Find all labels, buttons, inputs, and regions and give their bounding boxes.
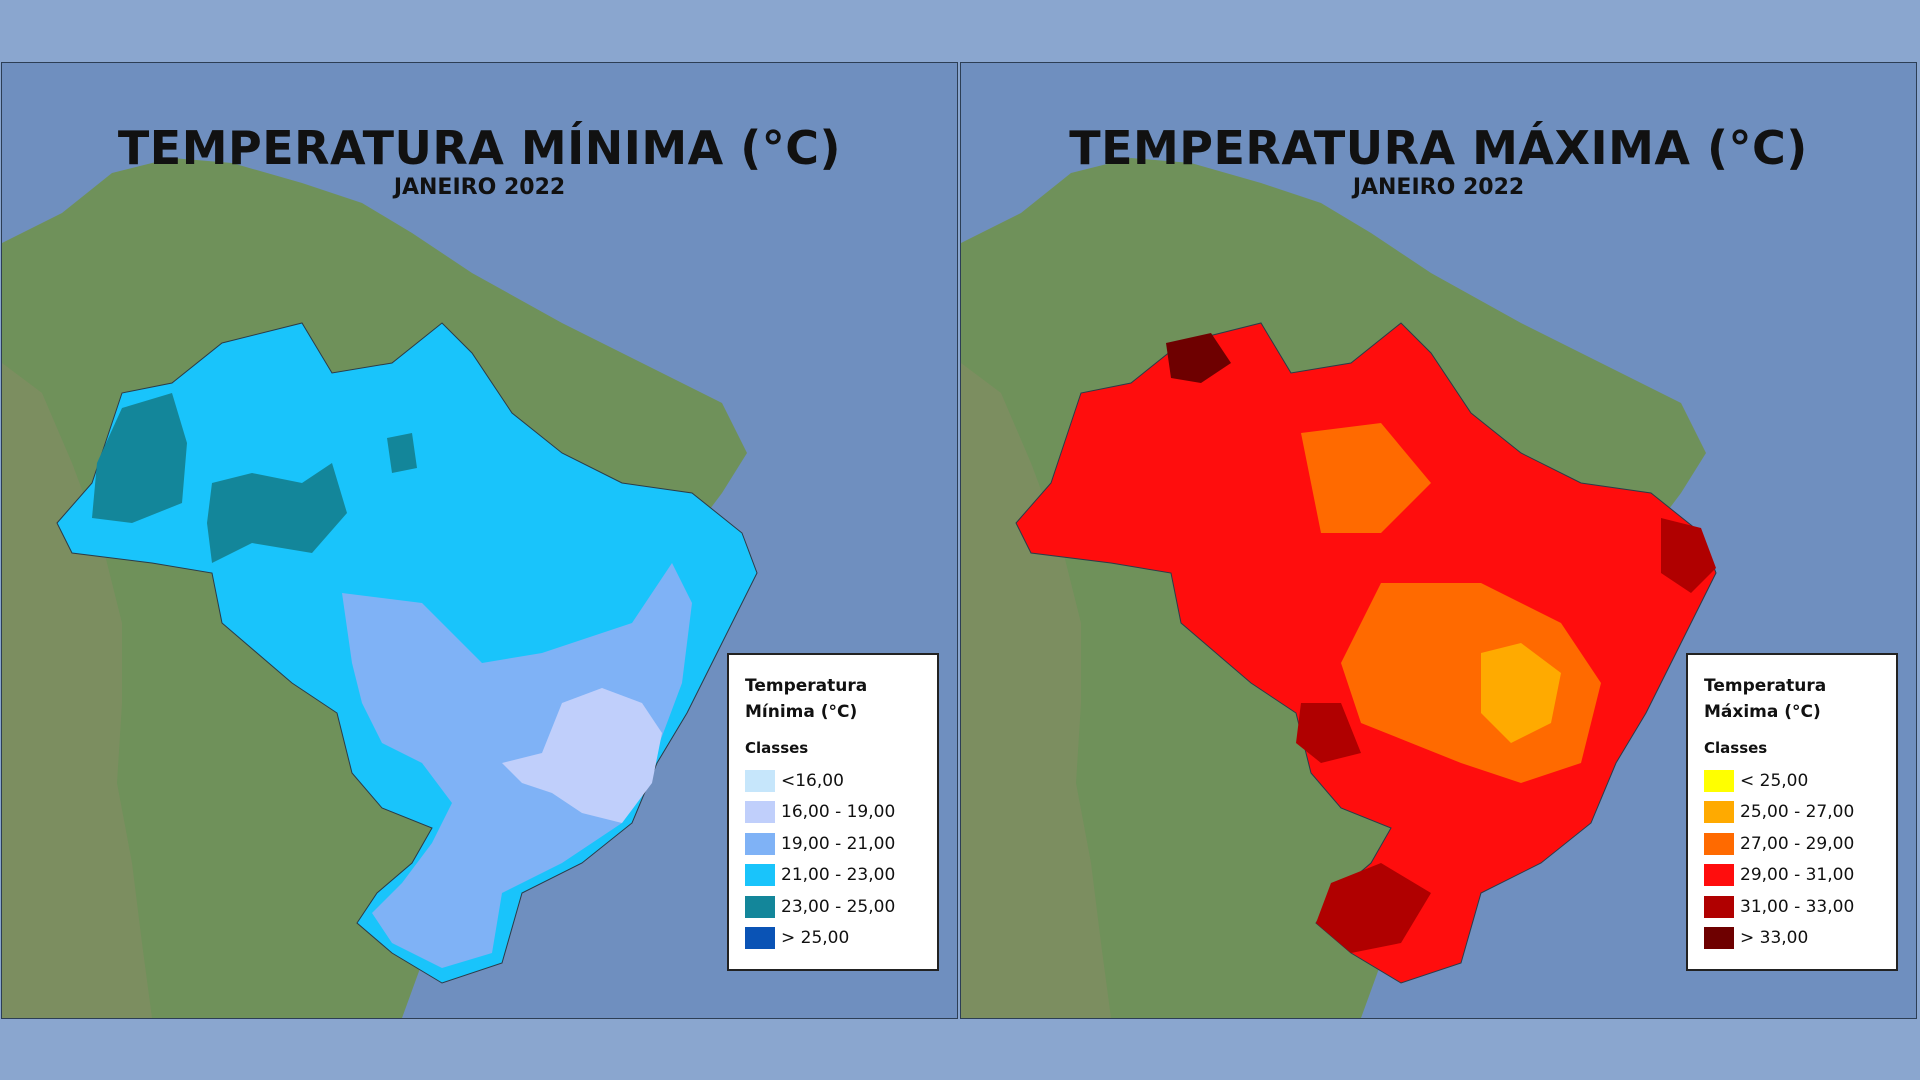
brazil-region-23-25-central xyxy=(207,463,347,563)
brazil-region-above-33 xyxy=(1166,333,1231,383)
legend-label: 25,00 - 27,00 xyxy=(1740,802,1855,823)
legend-item: 23,00 - 25,00 xyxy=(745,891,921,923)
brazil-region-23-25-north xyxy=(387,433,417,473)
legend-item: 29,00 - 31,00 xyxy=(1704,860,1880,892)
legend: Temperatura Mínima (°C) Classes <16,00 1… xyxy=(727,653,939,971)
legend-title-line1: Temperatura xyxy=(1704,676,1827,696)
brazil-region-25-27 xyxy=(1481,643,1561,743)
legend-item: 25,00 - 27,00 xyxy=(1704,797,1880,829)
brazil-region-23-25-west xyxy=(92,393,187,523)
legend-items: < 25,00 25,00 - 27,00 27,00 - 29,00 29,0… xyxy=(1704,765,1880,954)
map-subtitle: JANEIRO 2022 xyxy=(1352,175,1525,200)
legend-items: <16,00 16,00 - 19,00 19,00 - 21,00 21,00… xyxy=(745,765,921,954)
legend-swatch xyxy=(1704,895,1734,918)
map-title: TEMPERATURA MÁXIMA (°C) xyxy=(1069,121,1808,175)
base-map xyxy=(961,63,1916,1018)
legend-item: 19,00 - 21,00 xyxy=(745,828,921,860)
legend-label: > 33,00 xyxy=(1740,928,1809,949)
legend-item: 27,00 - 29,00 xyxy=(1704,828,1880,860)
legend-title-line2: Máxima (°C) xyxy=(1704,702,1821,722)
legend-swatch xyxy=(1704,832,1734,855)
legend-swatch xyxy=(745,927,775,950)
legend-label: 16,00 - 19,00 xyxy=(781,802,896,823)
legend-item: > 33,00 xyxy=(1704,923,1880,955)
map-title: TEMPERATURA MÍNIMA (°C) xyxy=(117,121,842,175)
legend: Temperatura Máxima (°C) Classes < 25,00 … xyxy=(1686,653,1898,971)
base-map xyxy=(2,63,957,1018)
legend-item: < 25,00 xyxy=(1704,765,1880,797)
legend-title-line1: Temperatura xyxy=(745,676,868,696)
brazil-region-31-33-northeast xyxy=(1661,518,1716,593)
legend-label: 21,00 - 23,00 xyxy=(781,865,896,886)
andes-ridge xyxy=(2,363,152,1018)
legend-label: <16,00 xyxy=(781,770,844,791)
legend-label: 23,00 - 25,00 xyxy=(781,896,896,917)
legend-item: 21,00 - 23,00 xyxy=(745,860,921,892)
legend-label: 27,00 - 29,00 xyxy=(1740,833,1855,854)
legend-swatch xyxy=(745,769,775,792)
brazil-region-31-33-south xyxy=(1296,703,1431,953)
legend-swatch xyxy=(745,832,775,855)
legend-classes-label: Classes xyxy=(1704,739,1768,757)
andes-ridge xyxy=(961,363,1111,1018)
legend-item: > 25,00 xyxy=(745,923,921,955)
legend-title-line2: Mínima (°C) xyxy=(745,702,858,722)
legend-swatch xyxy=(1704,769,1734,792)
legend-label: 31,00 - 33,00 xyxy=(1740,896,1855,917)
map-subtitle: JANEIRO 2022 xyxy=(393,175,566,200)
legend-swatch xyxy=(1704,801,1734,824)
map-panel-max: TEMPERATURA MÁXIMA (°C) JANEIRO 2022 Tem… xyxy=(960,62,1917,1019)
legend-swatch xyxy=(1704,864,1734,887)
legend-label: 29,00 - 31,00 xyxy=(1740,865,1855,886)
legend-label: 19,00 - 21,00 xyxy=(781,833,896,854)
legend-item: 31,00 - 33,00 xyxy=(1704,891,1880,923)
legend-swatch xyxy=(1704,927,1734,950)
legend-label: < 25,00 xyxy=(1740,770,1809,791)
legend-classes-label: Classes xyxy=(745,739,809,757)
map-panel-min: TEMPERATURA MÍNIMA (°C) JANEIRO 2022 Tem… xyxy=(1,62,958,1019)
legend-item: 16,00 - 19,00 xyxy=(745,797,921,829)
legend-item: <16,00 xyxy=(745,765,921,797)
brazil-region-16-19 xyxy=(502,688,662,823)
legend-swatch xyxy=(745,864,775,887)
legend-label: > 25,00 xyxy=(781,928,850,949)
legend-swatch xyxy=(745,895,775,918)
legend-swatch xyxy=(745,801,775,824)
